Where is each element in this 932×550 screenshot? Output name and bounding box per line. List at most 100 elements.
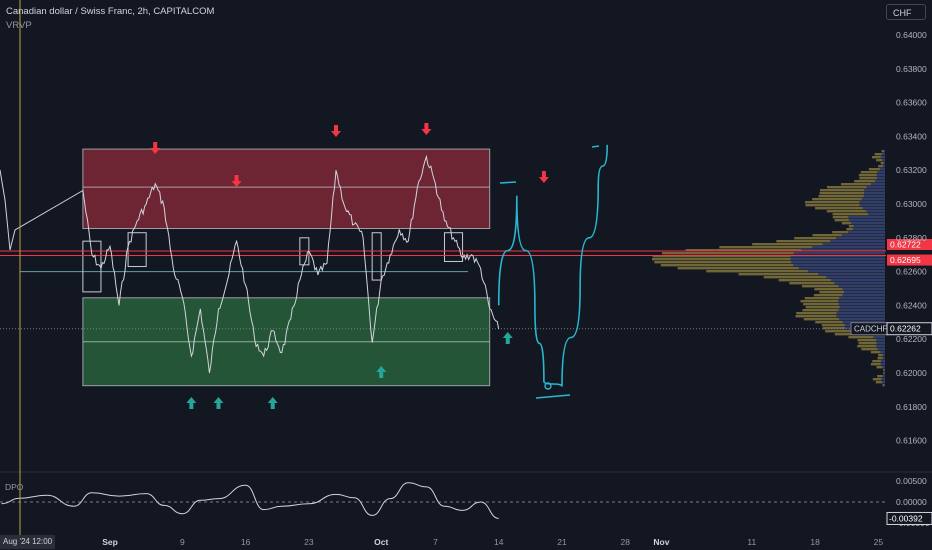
sell-arrow (331, 125, 341, 137)
volume-row-value-area (818, 273, 885, 276)
last-price-label: 0.62262 (890, 324, 921, 334)
volume-row (860, 171, 885, 174)
volume-row-value-area (842, 288, 885, 291)
buy-arrow (213, 397, 224, 409)
buy-arrow (267, 397, 278, 409)
volume-row (875, 381, 885, 384)
volume-row (883, 372, 885, 375)
volume-row-value-area (830, 279, 885, 282)
volume-row-value-area (791, 261, 885, 264)
indicator-label[interactable]: VRVP (6, 20, 32, 31)
volume-row-value-area (883, 162, 885, 165)
x-tick-label: 14 (494, 537, 504, 547)
y-tick-label: 0.61600 (896, 436, 927, 446)
volume-row-value-area (864, 189, 885, 192)
cursor-date-label: Aug '24 12:00 (0, 535, 56, 549)
volume-row-value-area (842, 294, 885, 297)
volume-row-value-area (866, 210, 885, 213)
symbol-label: CADCHF (854, 325, 887, 334)
volume-row (719, 246, 885, 249)
volume-row-value-area (864, 192, 885, 195)
volume-row (859, 177, 885, 180)
volume-row-value-area (881, 378, 885, 381)
volume-row-value-area (853, 225, 885, 228)
volume-row-value-area (834, 282, 885, 285)
volume-row-value-area (790, 255, 885, 258)
volume-row (872, 378, 885, 381)
volume-row-value-area (880, 360, 885, 363)
volume-row-value-area (880, 363, 885, 366)
x-tick-label: 23 (304, 537, 314, 547)
volume-row-value-area (884, 372, 885, 375)
volume-row (870, 363, 885, 366)
volume-row-value-area (793, 264, 885, 267)
volume-row-value-area (837, 300, 885, 303)
volume-row (858, 174, 885, 177)
volume-row (881, 150, 885, 153)
volume-row (882, 384, 885, 387)
volume-row (876, 366, 885, 369)
volume-profile (652, 150, 885, 387)
volume-row (848, 336, 885, 339)
x-tick-label: Oct (374, 537, 388, 547)
price-line-label-bg (887, 238, 932, 250)
volume-row-value-area (876, 174, 885, 177)
volume-row (880, 162, 885, 165)
y-tick-label: 0.63000 (896, 199, 927, 209)
marker-box (443, 232, 464, 262)
price-line-label: 0.62695 (890, 255, 921, 265)
volume-row-value-area (848, 219, 885, 222)
volume-row (878, 165, 885, 168)
currency-button[interactable]: CHF (886, 4, 926, 20)
volume-row (840, 183, 885, 186)
y-tick-label: 0.63200 (896, 165, 927, 175)
y-tick-label: 0.61800 (896, 402, 927, 412)
volume-row-value-area (883, 150, 885, 153)
volume-row (763, 276, 885, 279)
volume-row (826, 210, 885, 213)
volume-row-value-area (859, 201, 885, 204)
volume-row-value-area (844, 291, 885, 294)
sell-arrow (150, 142, 161, 154)
volume-row-value-area (838, 309, 885, 312)
volume-row (876, 159, 885, 162)
resistance-zone (82, 148, 491, 230)
dpo-tick-label: 0.00000 (896, 497, 927, 507)
projection-mark (591, 145, 600, 148)
last-price-label-bg (886, 322, 932, 336)
volume-row-value-area (861, 198, 885, 201)
y-tick-label: 0.62200 (896, 334, 927, 344)
volume-row (870, 351, 885, 354)
volume-row-value-area (848, 231, 885, 234)
x-tick-label: 11 (747, 537, 756, 547)
dpo-label: DPO (5, 482, 24, 492)
volume-row-value-area (866, 186, 885, 189)
volume-row-value-area (884, 369, 885, 372)
volume-row (819, 189, 885, 192)
volume-row (738, 273, 885, 276)
volume-row (854, 180, 885, 183)
volume-row (857, 339, 885, 342)
volume-row-value-area (798, 267, 885, 270)
volume-row (857, 345, 885, 348)
volume-row-value-area (863, 195, 885, 198)
volume-row-value-area (876, 177, 885, 180)
volume-row-value-area (822, 243, 885, 246)
dpo-tick-label: 0.00500 (896, 476, 927, 486)
x-tick-label: 16 (241, 537, 251, 547)
volume-row-value-area (830, 240, 885, 243)
x-tick-label: 21 (557, 537, 567, 547)
volume-row-value-area (838, 303, 885, 306)
volume-row-value-area (882, 159, 885, 162)
y-tick-label: 0.62600 (896, 267, 927, 277)
volume-row (858, 342, 885, 345)
zones (20, 148, 491, 387)
volume-row-value-area (839, 297, 885, 300)
projection-path (497, 144, 608, 387)
volume-row-value-area (848, 216, 885, 219)
x-tick-label: Sep (102, 537, 118, 547)
volume-row (826, 186, 885, 189)
volume-row (832, 213, 885, 216)
volume-row-value-area (875, 180, 885, 183)
